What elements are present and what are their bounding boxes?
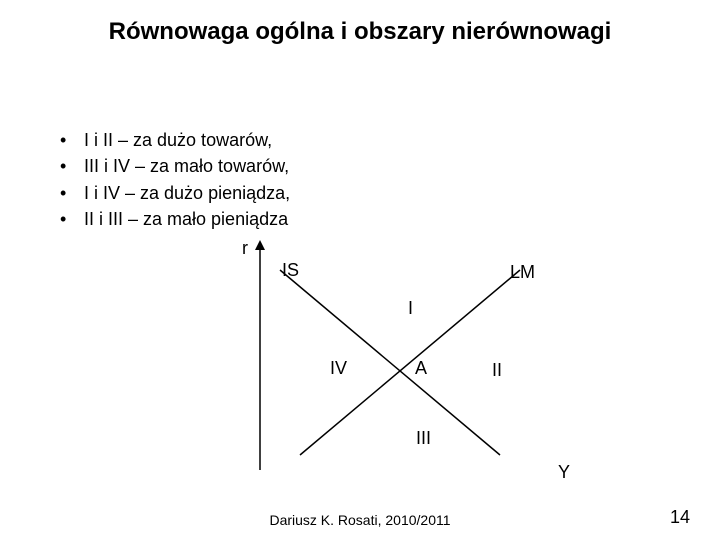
region-iii-label: III <box>416 428 431 449</box>
r-axis-label: r <box>242 238 248 259</box>
bullet-text: II i III – za mało pieniądza <box>84 209 288 229</box>
page-number: 14 <box>670 507 690 528</box>
footer-author: Dariusz K. Rosati, 2010/2011 <box>0 512 720 528</box>
bullet-text: I i IV – za dużo pieniądza, <box>84 183 290 203</box>
lm-label: LM <box>510 262 535 283</box>
bullet-text: III i IV – za mało towarów, <box>84 156 289 176</box>
list-item: •I i II – za dużo towarów, <box>60 128 290 152</box>
bullet-list: •I i II – za dużo towarów, •III i IV – z… <box>60 128 290 233</box>
list-item: •I i IV – za dużo pieniądza, <box>60 181 290 205</box>
intersection-label: A <box>415 358 427 379</box>
bullet-dot: • <box>60 207 84 231</box>
bullet-text: I i II – za dużo towarów, <box>84 130 272 150</box>
diagram-svg <box>220 240 560 500</box>
region-ii-label: II <box>492 360 502 381</box>
is-line <box>280 270 500 455</box>
y-axis-label: Y <box>558 462 570 483</box>
bullet-dot: • <box>60 128 84 152</box>
list-item: •II i III – za mało pieniądza <box>60 207 290 231</box>
is-lm-diagram: r Y IS LM I II III IV A <box>220 240 560 500</box>
bullet-dot: • <box>60 181 84 205</box>
region-iv-label: IV <box>330 358 347 379</box>
r-axis-arrowhead <box>255 240 265 250</box>
slide-title: Równowaga ogólna i obszary nierównowagi <box>0 18 720 46</box>
is-label: IS <box>282 260 299 281</box>
region-i-label: I <box>408 298 413 319</box>
bullet-dot: • <box>60 154 84 178</box>
list-item: •III i IV – za mało towarów, <box>60 154 290 178</box>
